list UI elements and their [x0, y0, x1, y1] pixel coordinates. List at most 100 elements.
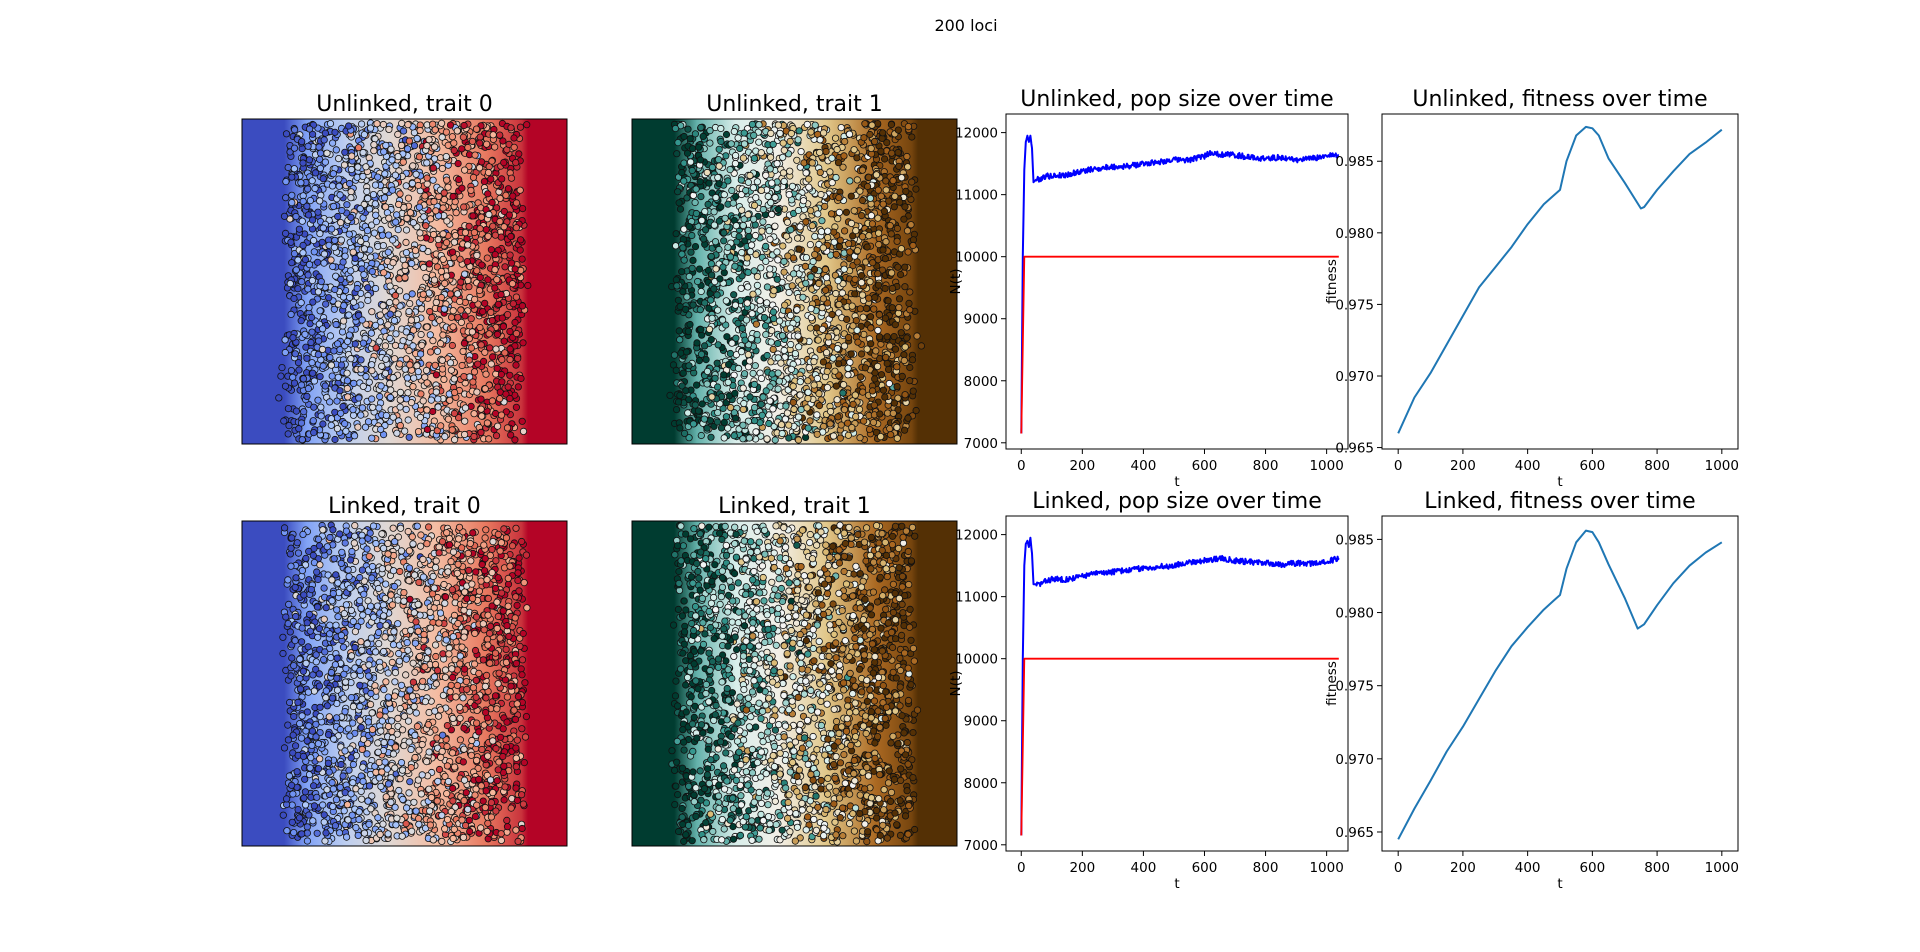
x-tick-label: 400 — [1131, 458, 1157, 474]
individual-point — [671, 124, 680, 133]
individual-point — [310, 403, 318, 411]
individual-point — [841, 137, 849, 146]
individual-point — [896, 198, 904, 206]
individual-point — [684, 409, 692, 417]
individual-point — [695, 265, 704, 273]
individual-point — [321, 129, 329, 137]
individual-point — [425, 260, 433, 268]
individual-point — [319, 224, 327, 232]
individual-point — [450, 388, 459, 397]
individual-point — [847, 219, 856, 227]
individual-point — [871, 369, 879, 377]
individual-point — [824, 233, 832, 242]
individual-point — [506, 251, 514, 259]
individual-point — [487, 308, 495, 316]
individual-point — [284, 163, 292, 172]
individual-point — [773, 275, 781, 283]
individual-point — [347, 213, 355, 221]
individual-point — [487, 360, 495, 368]
individual-point — [727, 140, 735, 148]
individual-point — [738, 206, 746, 214]
individual-point — [807, 207, 815, 215]
individual-point — [762, 387, 770, 395]
panel-frame — [241, 118, 568, 445]
individual-point — [340, 807, 348, 815]
individual-point — [311, 184, 319, 193]
individual-point — [303, 837, 311, 845]
individual-point — [834, 413, 842, 421]
individual-point — [431, 126, 439, 134]
individual-point — [722, 152, 730, 160]
individual-point — [796, 378, 804, 386]
individual-point — [326, 332, 334, 340]
individual-point — [724, 424, 732, 432]
individual-point — [862, 304, 871, 312]
individual-point — [317, 403, 325, 411]
individual-point — [787, 129, 796, 138]
individual-point — [389, 259, 397, 267]
individual-point — [512, 159, 520, 167]
individual-point — [898, 372, 906, 380]
individual-point — [357, 237, 365, 245]
individual-point — [682, 387, 690, 395]
individual-point — [802, 254, 811, 262]
individual-point — [446, 396, 454, 404]
individual-point — [362, 163, 370, 171]
individual-point — [400, 203, 408, 211]
individual-point — [758, 411, 766, 419]
individual-point — [436, 154, 445, 162]
plot-lines — [1020, 134, 1340, 434]
panel-5: Linked, trait 0 — [241, 494, 568, 847]
individual-point — [857, 373, 865, 381]
individual-point — [846, 248, 854, 256]
individual-point — [707, 260, 716, 268]
individual-point — [493, 275, 501, 284]
individual-point — [297, 381, 306, 389]
individual-point — [326, 353, 334, 362]
individual-point — [781, 301, 789, 309]
individual-point — [868, 121, 876, 129]
individual-point — [750, 201, 759, 209]
individual-point — [403, 374, 411, 382]
individual-point — [336, 387, 344, 395]
individual-point — [773, 160, 781, 168]
individual-point — [887, 431, 895, 439]
individual-point — [879, 129, 887, 137]
individual-point — [475, 286, 484, 295]
individual-point — [831, 134, 840, 142]
individual-point — [713, 291, 721, 299]
individual-point — [891, 345, 900, 353]
panel-title: Linked, trait 0 — [328, 494, 481, 519]
individual-point — [362, 372, 370, 381]
individual-point — [349, 406, 357, 414]
individual-point — [700, 342, 709, 350]
individual-point — [821, 265, 830, 274]
individual-point — [808, 159, 816, 167]
individual-point — [360, 245, 368, 253]
individual-point — [753, 272, 762, 281]
individual-point — [777, 359, 785, 367]
individual-point — [499, 137, 507, 145]
individual-point — [317, 277, 325, 286]
individual-point — [358, 316, 366, 324]
individual-point — [678, 169, 686, 177]
individual-point — [483, 419, 491, 427]
individual-point — [498, 378, 506, 386]
y-tick-label: 10000 — [955, 250, 998, 266]
individual-point — [482, 370, 490, 378]
individual-point — [828, 179, 836, 187]
individual-point — [402, 355, 410, 363]
y-axis-label: fitness — [1324, 259, 1340, 304]
individual-point — [743, 299, 751, 307]
individual-point — [808, 222, 816, 230]
individual-point — [467, 344, 475, 352]
individual-point — [438, 365, 447, 373]
individual-point — [747, 241, 756, 249]
individual-point — [454, 313, 462, 321]
individual-point — [829, 354, 837, 362]
individual-point — [853, 154, 861, 162]
individual-point — [901, 263, 909, 271]
individual-point — [351, 340, 359, 348]
plot-lines — [1397, 125, 1723, 434]
individual-point — [429, 230, 438, 239]
